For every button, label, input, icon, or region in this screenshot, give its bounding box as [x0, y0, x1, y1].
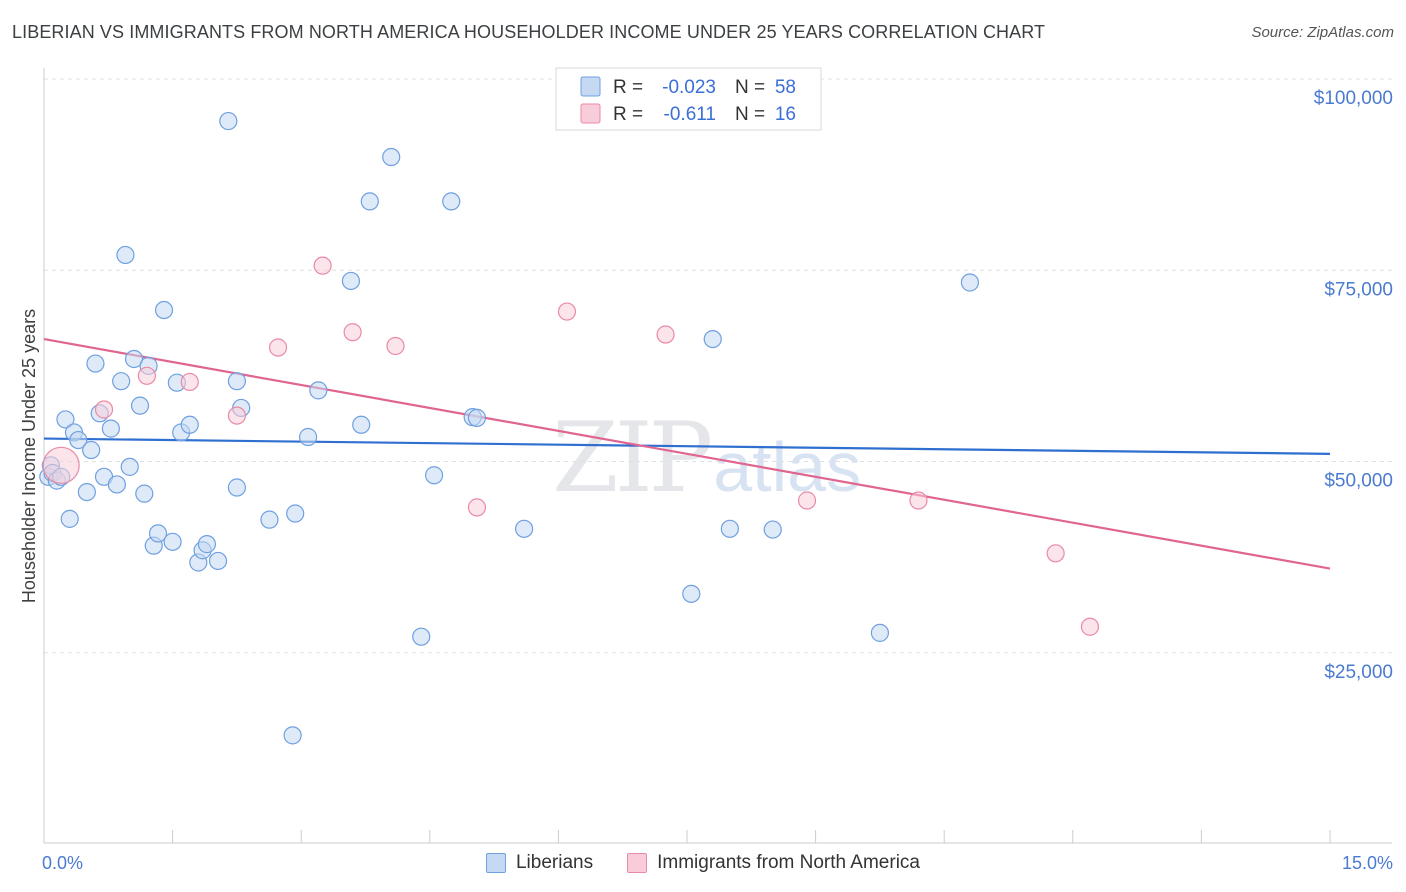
grid-lines — [44, 78, 1392, 654]
legend-n-label-1: N = — [735, 104, 765, 125]
point-immigrant-0 — [42, 446, 80, 484]
point-immigrant-9 — [467, 498, 487, 517]
point-liberian-49 — [442, 192, 461, 211]
point-liberian-55 — [720, 519, 739, 538]
point-liberian-35 — [227, 478, 246, 497]
legend-n-value-0: 58 — [775, 77, 796, 98]
point-immigrant-12 — [797, 491, 817, 510]
legend-r-label-1: R = — [613, 104, 643, 125]
point-liberian-38 — [260, 510, 279, 529]
legend-item-liberians[interactable]: Liberians — [485, 852, 594, 874]
point-liberian-40 — [286, 504, 305, 523]
y-axis-label: Householder Income Under 25 years — [19, 309, 39, 603]
trend-lines — [43, 338, 1331, 570]
point-liberian-46 — [382, 147, 401, 167]
point-liberian-17 — [116, 245, 135, 265]
point-liberian-11 — [86, 354, 105, 373]
trend-line-immigrants — [43, 338, 1331, 570]
watermark: ZIPatlas — [552, 402, 861, 514]
point-liberian-34 — [219, 111, 238, 131]
watermark-atlas: atlas — [713, 428, 862, 506]
point-liberian-21 — [135, 484, 154, 503]
point-liberian-54 — [703, 330, 722, 349]
point-liberian-5 — [56, 410, 75, 429]
point-liberian-15 — [107, 475, 126, 494]
point-immigrant-13 — [909, 491, 928, 510]
point-immigrant-14 — [1046, 544, 1065, 563]
legend-r-label-0: R = — [613, 77, 643, 98]
point-liberian-52 — [515, 519, 534, 538]
point-liberian-8 — [69, 430, 88, 450]
legend-n-value-1: 16 — [775, 104, 796, 125]
y-tick-label-3: $25,000 — [1324, 662, 1393, 683]
point-liberian-10 — [82, 440, 101, 460]
point-liberian-33 — [208, 551, 228, 571]
x-tick-label-max: 15.0% — [1342, 853, 1393, 873]
point-immigrant-7 — [343, 323, 362, 342]
point-liberian-24 — [148, 524, 168, 543]
point-immigrant-2 — [137, 366, 156, 385]
legend-swatch-0 — [580, 76, 601, 97]
point-immigrant-10 — [557, 302, 577, 321]
data-points — [39, 111, 1100, 745]
chart-title: LIBERIAN VS IMMIGRANTS FROM NORTH AMERIC… — [12, 22, 1046, 42]
legend-swatch-blue — [485, 853, 506, 873]
point-immigrant-8 — [386, 336, 405, 356]
point-immigrant-5 — [268, 338, 288, 357]
point-liberian-9 — [77, 483, 96, 502]
y-tick-label-0: $100,000 — [1314, 88, 1393, 109]
y-tick-label-2: $50,000 — [1324, 471, 1393, 492]
point-immigrant-3 — [180, 372, 199, 392]
point-liberian-43 — [341, 271, 361, 291]
x-tick-label-min: 0.0% — [42, 853, 83, 873]
trend-line-liberians — [43, 437, 1331, 455]
legend-label-liberians: Liberians — [515, 852, 594, 873]
point-liberian-51 — [467, 408, 487, 427]
point-liberian-32 — [197, 535, 216, 554]
y-tick-label-1: $75,000 — [1324, 279, 1393, 300]
point-liberian-39 — [283, 726, 302, 745]
point-liberian-42 — [309, 381, 328, 400]
point-immigrant-11 — [656, 325, 675, 344]
legend-swatch-1 — [580, 103, 601, 124]
point-liberian-58 — [960, 273, 980, 292]
point-liberian-19 — [124, 349, 144, 369]
legend-n-label-0: N = — [735, 77, 765, 98]
legend-r-value-1: -0.611 — [664, 104, 716, 125]
point-liberian-18 — [120, 457, 139, 476]
y-tick-labels: $100,000 $75,000 $50,000 $25,000 — [1314, 88, 1393, 683]
axes — [43, 68, 1392, 844]
point-liberian-47 — [412, 627, 431, 646]
point-liberian-48 — [424, 466, 444, 485]
series-legend: Liberians Immigrants from North America — [0, 852, 1406, 874]
point-liberian-56 — [763, 520, 782, 539]
legend-swatch-pink — [627, 853, 648, 873]
point-liberian-6 — [60, 509, 79, 528]
legend-label-immigrants: Immigrants from North America — [657, 852, 920, 873]
point-immigrant-4 — [227, 406, 246, 425]
point-liberian-57 — [870, 623, 890, 642]
point-liberian-45 — [360, 192, 379, 211]
point-liberian-29 — [180, 415, 199, 434]
point-immigrant-6 — [313, 256, 332, 275]
point-liberian-44 — [352, 415, 371, 434]
legend-r-value-0: -0.023 — [662, 77, 716, 98]
point-liberian-41 — [298, 427, 318, 447]
point-liberian-14 — [101, 419, 120, 438]
point-liberian-25 — [154, 300, 174, 320]
point-liberian-20 — [130, 396, 150, 415]
source-credit: Source: ZipAtlas.com — [1251, 24, 1394, 41]
point-liberian-26 — [163, 532, 182, 551]
legend-item-immigrants[interactable]: Immigrants from North America — [627, 852, 920, 874]
correlation-legend: R = -0.023 N = 58 R = -0.611 N = 16 — [555, 67, 822, 131]
watermark-zip: ZIP — [552, 402, 713, 514]
point-immigrant-1 — [94, 400, 114, 419]
point-liberian-53 — [682, 584, 701, 603]
point-liberian-36 — [227, 372, 246, 391]
point-liberian-16 — [112, 372, 131, 391]
point-immigrant-15 — [1080, 617, 1100, 636]
